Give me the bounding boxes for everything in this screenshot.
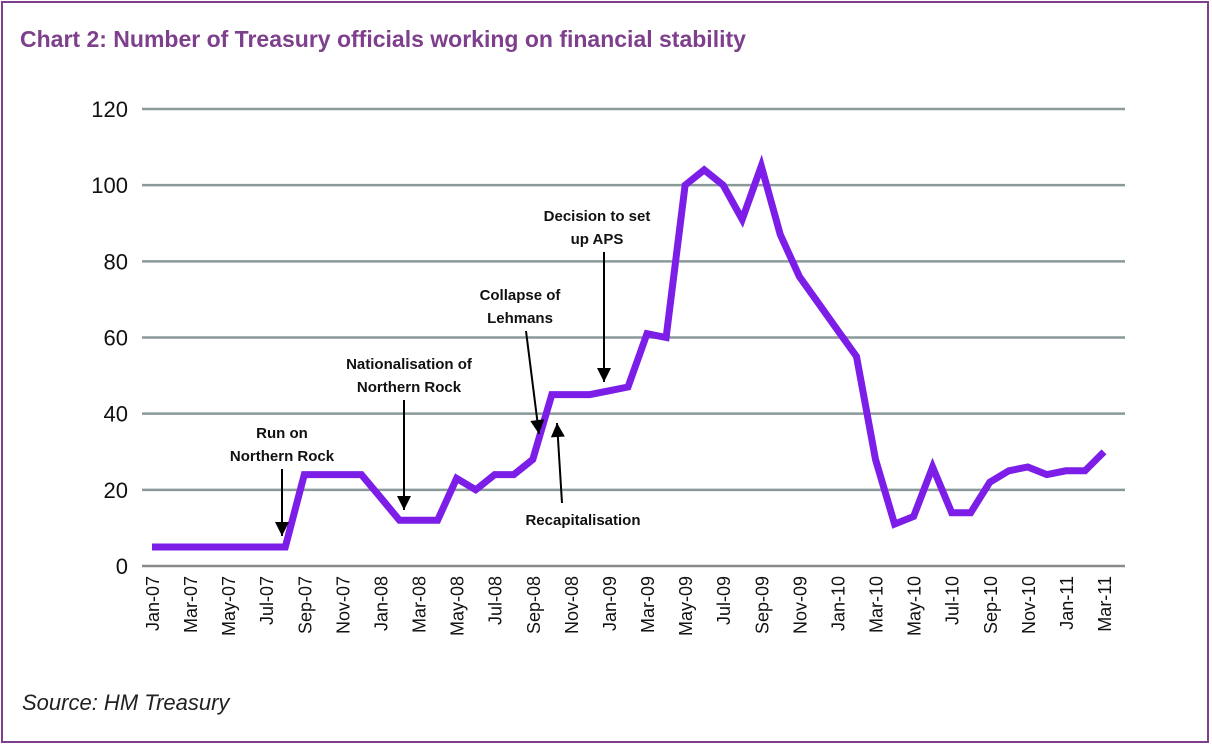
- series-line: [152, 154, 1107, 551]
- annotation-arrow-shaft: [525, 330, 540, 435]
- gridlines: [142, 107, 1125, 568]
- x-tick-label: May-10: [905, 576, 925, 636]
- x-tick-label: Jan-08: [371, 576, 391, 631]
- y-tick-label: 80: [104, 249, 128, 274]
- annotation-label: Nationalisation of: [346, 356, 473, 373]
- annotation-arrow-head: [550, 423, 565, 438]
- annotation: Run on Northern Rock: [230, 425, 335, 536]
- x-tick-label: Jan-10: [828, 576, 848, 631]
- y-tick-label: 60: [104, 326, 128, 351]
- x-axis: Jan-07 Mar-07 May-07 Jul-07 Sep-07 Nov-07 Jan-…: [143, 576, 1115, 636]
- x-tick-label: Jul-07: [257, 576, 277, 625]
- x-tick-label: May-07: [219, 576, 239, 636]
- series-layer: [152, 154, 1107, 551]
- annotation: Nationalisation of Northern Rock: [346, 356, 473, 510]
- annotation-arrow-head: [530, 419, 545, 434]
- x-tick-label: Sep-08: [524, 576, 544, 634]
- x-tick-label: Jul-09: [714, 576, 734, 625]
- x-tick-label: Jan-11: [1057, 576, 1077, 630]
- x-tick-label: Nov-08: [562, 576, 582, 634]
- x-tick-label: Mar-09: [638, 576, 658, 633]
- x-tick-label: Nov-09: [790, 576, 810, 634]
- annotation: Recapitalisation: [525, 422, 641, 529]
- x-tick-label: Jan-09: [600, 576, 620, 631]
- x-tick-label: May-08: [448, 576, 468, 636]
- x-tick-label: Jul-10: [943, 576, 963, 625]
- annotation-label: Northern Rock: [230, 448, 335, 465]
- x-tick-label: Mar-11: [1095, 576, 1115, 632]
- y-tick-label: 120: [91, 97, 128, 122]
- x-tick-label: Jul-08: [486, 576, 506, 625]
- source-note: Source: HM Treasury: [22, 690, 230, 715]
- annotation: Collapse of Lehmans: [480, 287, 562, 435]
- x-tick-label: Sep-10: [981, 576, 1001, 634]
- x-tick-label: Mar-10: [867, 576, 887, 633]
- y-axis: 0 20 40 60 80 100 120: [91, 97, 128, 579]
- x-tick-label: May-09: [676, 576, 696, 636]
- x-tick-label: Sep-09: [752, 576, 772, 634]
- annotation-arrow-head: [275, 522, 289, 536]
- y-tick-label: 40: [104, 402, 128, 427]
- x-tick-label: Sep-07: [295, 576, 315, 634]
- chart-title: Chart 2: Number of Treasury officials wo…: [20, 26, 746, 52]
- annotation-label: Recapitalisation: [525, 512, 640, 529]
- x-tick-label: Mar-07: [181, 576, 201, 633]
- annotation-label: Lehmans: [487, 310, 553, 327]
- annotation: Decision to set up APS: [544, 208, 651, 382]
- annotation-arrow-head: [597, 368, 611, 382]
- annotation-label: Decision to set: [544, 208, 651, 225]
- x-tick-label: Jan-07: [143, 576, 163, 631]
- y-tick-label: 0: [116, 554, 128, 579]
- annotation-arrow-head: [397, 496, 411, 510]
- annotation-layer: Run on Northern Rock Nationalisation of Nor…: [230, 208, 650, 536]
- x-tick-label: Nov-07: [333, 576, 353, 634]
- x-tick-label: Mar-08: [410, 576, 430, 633]
- y-tick-label: 100: [91, 173, 128, 198]
- annotation-label: Northern Rock: [357, 379, 462, 396]
- y-tick-label: 20: [104, 478, 128, 503]
- x-tick-label: Nov-10: [1019, 576, 1039, 634]
- annotation-label: Run on: [256, 425, 308, 442]
- annotation-label: up APS: [571, 231, 624, 248]
- annotation-label: Collapse of: [480, 287, 562, 304]
